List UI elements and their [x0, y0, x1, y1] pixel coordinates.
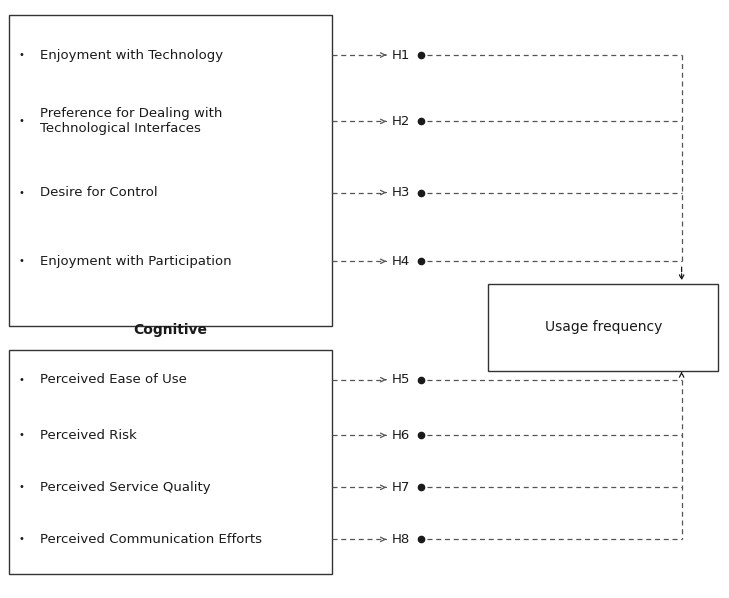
Text: Perceived Communication Efforts: Perceived Communication Efforts [40, 533, 262, 546]
Text: •: • [19, 257, 25, 266]
Text: Perceived Service Quality: Perceived Service Quality [40, 481, 211, 494]
Text: Enjoyment with Participation: Enjoyment with Participation [40, 255, 232, 268]
Text: H4: H4 [392, 255, 410, 268]
Text: Usage frequency: Usage frequency [545, 321, 662, 334]
Text: H8: H8 [392, 533, 410, 546]
Text: •: • [19, 188, 25, 197]
Text: H6: H6 [392, 429, 410, 442]
Bar [9, 350, 332, 574]
Text: •: • [19, 535, 25, 544]
Text: Cognitive: Cognitive [133, 323, 207, 337]
Text: •: • [19, 375, 25, 385]
Text: •: • [19, 431, 25, 440]
Text: Perceived Risk: Perceived Risk [40, 429, 137, 442]
Bar [488, 284, 718, 371]
Text: •: • [19, 117, 25, 126]
Text: H1: H1 [392, 48, 410, 62]
Text: H3: H3 [392, 186, 410, 199]
Text: H2: H2 [392, 115, 410, 128]
Text: •: • [19, 50, 25, 60]
Text: H5: H5 [392, 373, 410, 386]
Text: Desire for Control: Desire for Control [40, 186, 157, 199]
Text: H7: H7 [392, 481, 410, 494]
Bar [9, 15, 332, 326]
Text: •: • [19, 483, 25, 492]
Text: Enjoyment with Technology: Enjoyment with Technology [40, 48, 223, 62]
Text: Preference for Dealing with
Technological Interfaces: Preference for Dealing with Technologica… [40, 108, 222, 135]
Text: Perceived Ease of Use: Perceived Ease of Use [40, 373, 187, 386]
